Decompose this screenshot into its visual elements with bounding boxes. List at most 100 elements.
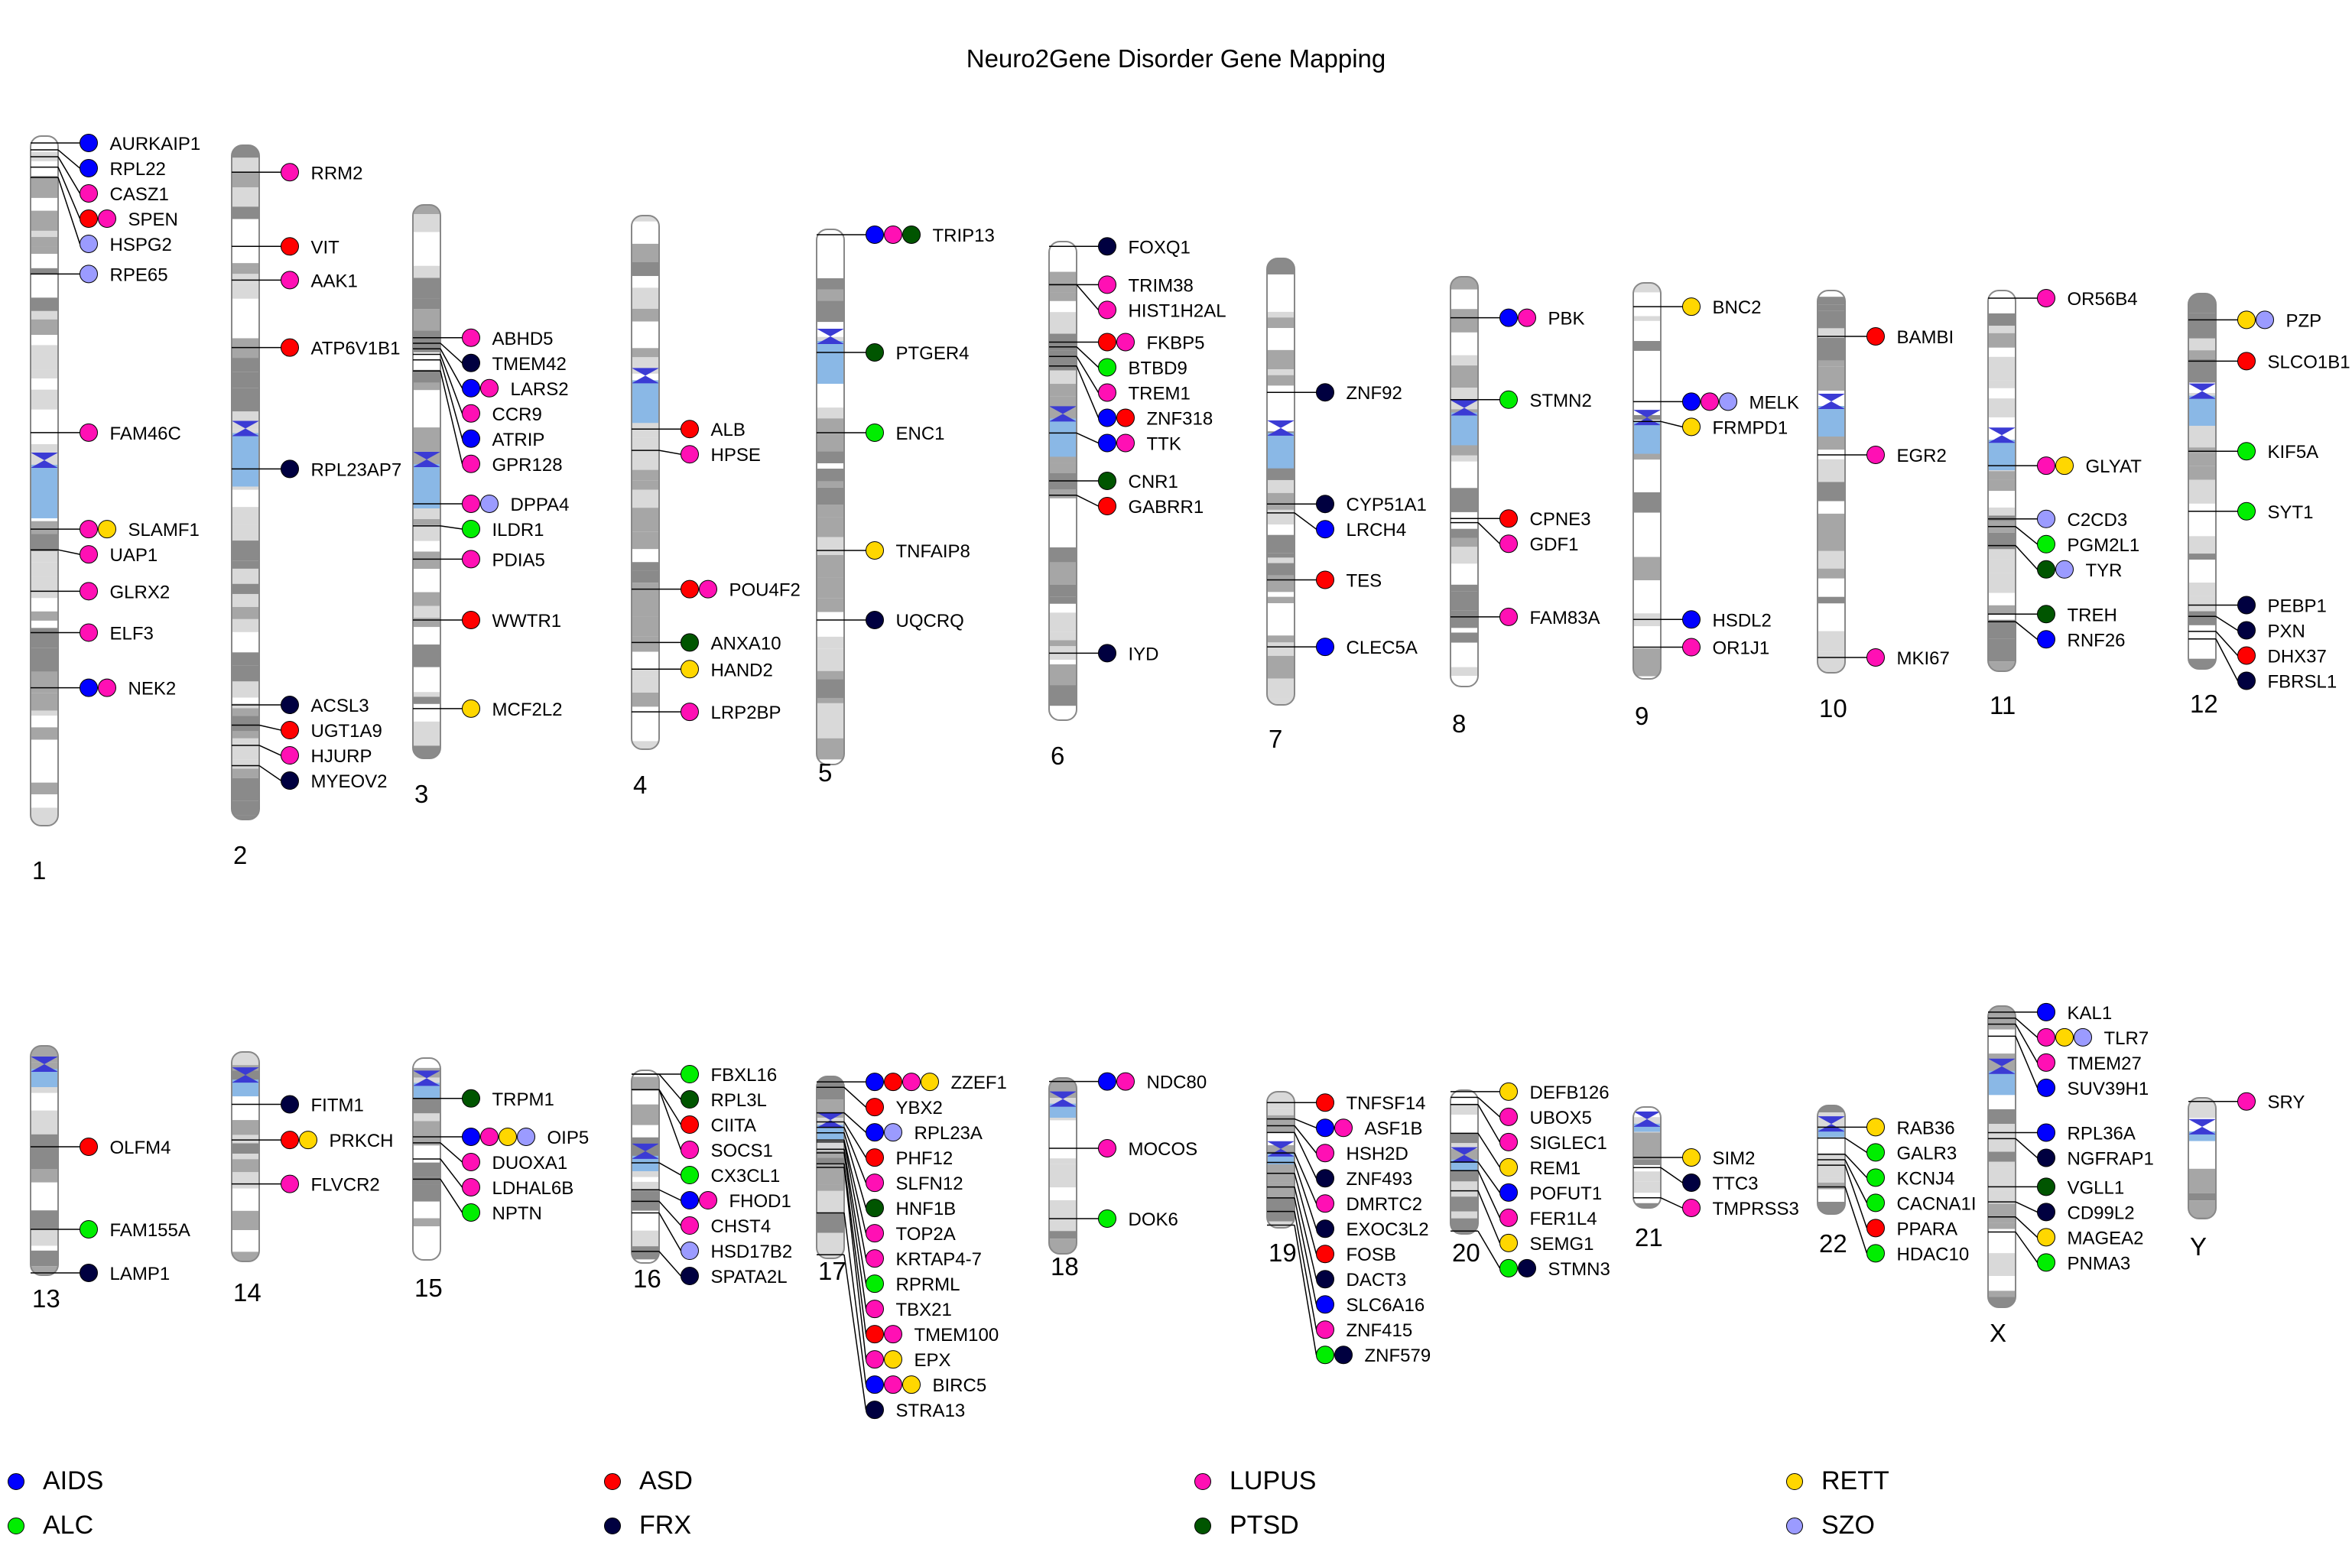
disorder-dot-frx: [2237, 596, 2256, 615]
disorder-dot-asd: [681, 579, 699, 599]
disorder-dot-aids: [681, 1191, 699, 1210]
chromosome-outline: [231, 144, 260, 820]
chromosome-17: 17 ZZEF1 YBX2 RPL23A PHF12 SLFN12 HNF1B TOP2A KR…: [816, 1073, 1007, 1421]
chromosome-bands: [632, 216, 659, 749]
gene-label: KIF5A: [2268, 442, 2319, 463]
gene-label: NPTN: [492, 1203, 542, 1224]
chromosome-14: 14 FITM1 PRKCH FLVCR2: [231, 1051, 394, 1307]
gene-label: ZNF92: [1347, 383, 1402, 404]
chart-title: Neuro2Gene Disorder Gene Mapping: [966, 44, 1386, 73]
gene-label: SUV39H1: [2068, 1079, 2149, 1099]
gene-label: ENC1: [896, 424, 945, 444]
chromosome-bands: [1818, 1105, 1845, 1214]
chromosome-label: 5: [818, 758, 832, 787]
gene-label: OLFM4: [110, 1138, 171, 1158]
disorder-dot-frx: [1098, 644, 1116, 663]
chromosome-outline: [1266, 1091, 1295, 1229]
gene-label: TRIP13: [933, 226, 995, 246]
disorder-dot-lupus: [2037, 288, 2055, 307]
gene-label: TBX21: [896, 1300, 952, 1320]
chromosome-label: 18: [1051, 1252, 1079, 1281]
gene-leader-line: [1477, 1170, 1501, 1219]
gene-label: TREM1: [1129, 383, 1191, 404]
gene-label: KCNJ4: [1897, 1168, 1955, 1189]
gene-label: RRM2: [311, 163, 363, 183]
gene-label: TES: [1347, 570, 1382, 591]
legend-swatch: [1194, 1517, 1211, 1534]
chromosome-outline: [30, 1045, 59, 1276]
gene-label: RPL23AP7: [311, 459, 402, 480]
gene-label: ZNF415: [1347, 1320, 1413, 1341]
gene-label: FAM155A: [110, 1220, 190, 1241]
gene-leader-line: [2215, 638, 2239, 681]
gene-label: KAL1: [2068, 1003, 2113, 1024]
gene-leader-line: [843, 1255, 867, 1411]
disorder-dot-lupus: [1682, 1199, 1701, 1217]
gene-label: HSH2D: [1347, 1144, 1408, 1164]
gene-label: CLEC5A: [1347, 638, 1418, 658]
gene-label: SLC6A16: [1347, 1295, 1425, 1316]
chromosome-outline: [816, 229, 845, 765]
gene-leader-line: [1660, 420, 1683, 428]
disorder-dot-lupus: [80, 545, 98, 564]
disorder-dot-lupus: [681, 703, 699, 722]
legend-item-aids: AIDS: [8, 1466, 103, 1496]
legend-item-asd: ASD: [604, 1466, 693, 1496]
chromosome-16: 16 FBXL16 RPL3L CIITA SOCS1 CX3CL1 FHOD1 CHST4 H…: [631, 1065, 792, 1293]
chromosome-6: 6 FOXQ1 TRIM38 HIST1H2AL FKBP5 BTBD9 TREM1 ZNF3…: [1048, 237, 1226, 770]
disorder-dot-aids: [866, 1123, 884, 1142]
gene-label: ELF3: [110, 623, 154, 644]
disorder-dot-frx: [281, 696, 299, 715]
disorder-dot-frx: [80, 1264, 98, 1282]
chromosome-y: Y SRY: [2188, 1092, 2305, 1261]
disorder-dot-frx: [866, 1401, 884, 1420]
gene-label: UBOX5: [1530, 1108, 1592, 1128]
gene-leader-line: [2015, 1216, 2039, 1238]
chromosome-bands: [817, 229, 844, 765]
disorder-dot-lupus: [699, 579, 717, 599]
legend-swatch: [1786, 1517, 1803, 1534]
chromosome-outline: [1987, 290, 2016, 672]
disorder-dot-lupus: [1499, 1208, 1518, 1227]
chromosome-label: 6: [1051, 742, 1064, 770]
legend-swatch: [1786, 1472, 1803, 1490]
disorder-dot-frx: [462, 353, 480, 372]
gene-leader-line: [1477, 1161, 1501, 1193]
chromosome-bands: [817, 1076, 844, 1258]
disorder-dot-rett: [1499, 1082, 1518, 1101]
chromosome-x: X KAL1 TLR7 TMEM27 SUV39H1 RPL36A NGFRAP1 VGLL1…: [1987, 1002, 2154, 1347]
disorder-dot-aids: [1098, 408, 1116, 427]
chromosome-label: 1: [32, 856, 46, 885]
disorder-dot-lupus: [866, 1350, 884, 1369]
disorder-dot-aids: [1316, 638, 1334, 657]
gene-leader-line: [440, 1142, 463, 1163]
chromosome-outline: [2188, 1097, 2217, 1219]
disorder-dot-aids: [866, 1073, 884, 1092]
gene-label: CNR1: [1129, 472, 1178, 492]
gene-leader-line: [1477, 1132, 1501, 1168]
disorder-dot-lupus: [2237, 1092, 2256, 1111]
chromosome-outline: [1817, 290, 1846, 674]
disorder-dot-lupus: [681, 1216, 699, 1235]
gene-leader-line: [1294, 512, 1317, 530]
gene-label: RPL3L: [711, 1090, 767, 1111]
gene-label: PTGER4: [896, 343, 970, 364]
gene-label: WWTR1: [492, 611, 562, 631]
disorder-dot-alc: [1316, 1346, 1334, 1365]
gene-leader-line: [1294, 1152, 1317, 1204]
gene-leader-line: [2015, 1036, 2039, 1089]
gene-label: MYEOV2: [311, 771, 388, 792]
gene-label: MAGEA2: [2068, 1228, 2144, 1248]
disorder-dot-frx: [1334, 1346, 1353, 1365]
disorder-dot-frx: [281, 771, 299, 790]
gene-label: TMPRSS3: [1713, 1199, 1799, 1219]
disorder-dot-lupus: [1866, 648, 1885, 667]
gene-leader-line: [1294, 1118, 1317, 1128]
gene-leader-line: [1294, 1125, 1317, 1154]
gene-leader-line: [658, 1251, 682, 1277]
gene-label: HIST1H2AL: [1129, 300, 1226, 321]
disorder-dot-rett: [2055, 1027, 2074, 1047]
gene-leader-line: [57, 549, 80, 555]
disorder-dot-lupus: [98, 209, 116, 229]
